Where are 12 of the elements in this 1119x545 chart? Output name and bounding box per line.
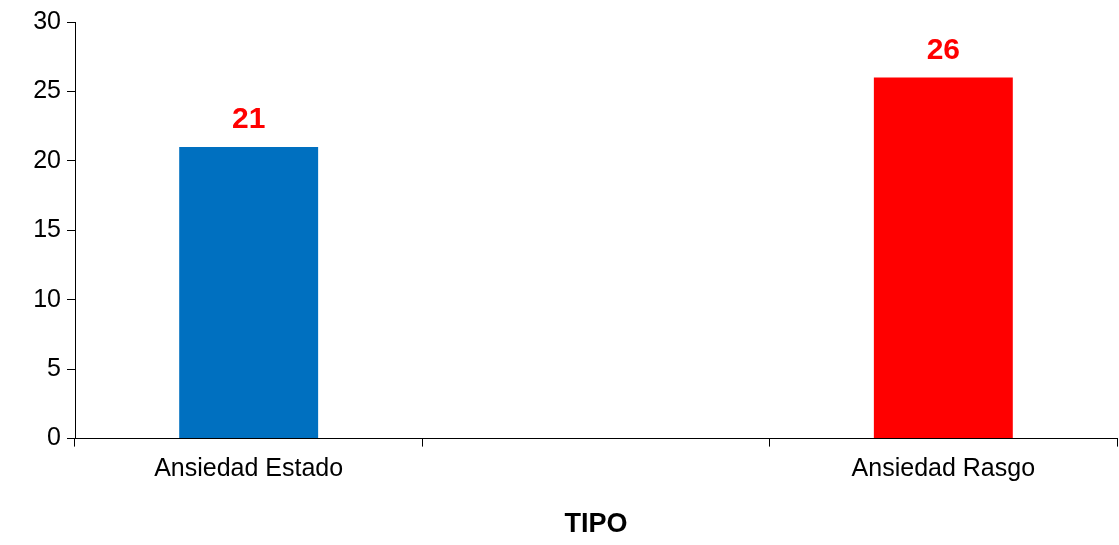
- x-tick-label: Ansiedad Rasgo: [851, 453, 1036, 482]
- x-tick-label: Ansiedad Estado: [154, 453, 344, 482]
- y-tick-label: 15: [33, 214, 61, 243]
- y-tick-label: 5: [47, 353, 61, 382]
- y-tick-label: 30: [33, 5, 61, 34]
- y-tick-label: 0: [47, 422, 61, 451]
- data-label: 21: [231, 101, 266, 135]
- data-label: 26: [926, 31, 961, 65]
- y-tick-label: 20: [33, 144, 61, 173]
- y-tick-label: 10: [33, 283, 61, 312]
- x-axis-title: TIPO: [564, 508, 628, 539]
- y-tick-label: 25: [33, 75, 61, 104]
